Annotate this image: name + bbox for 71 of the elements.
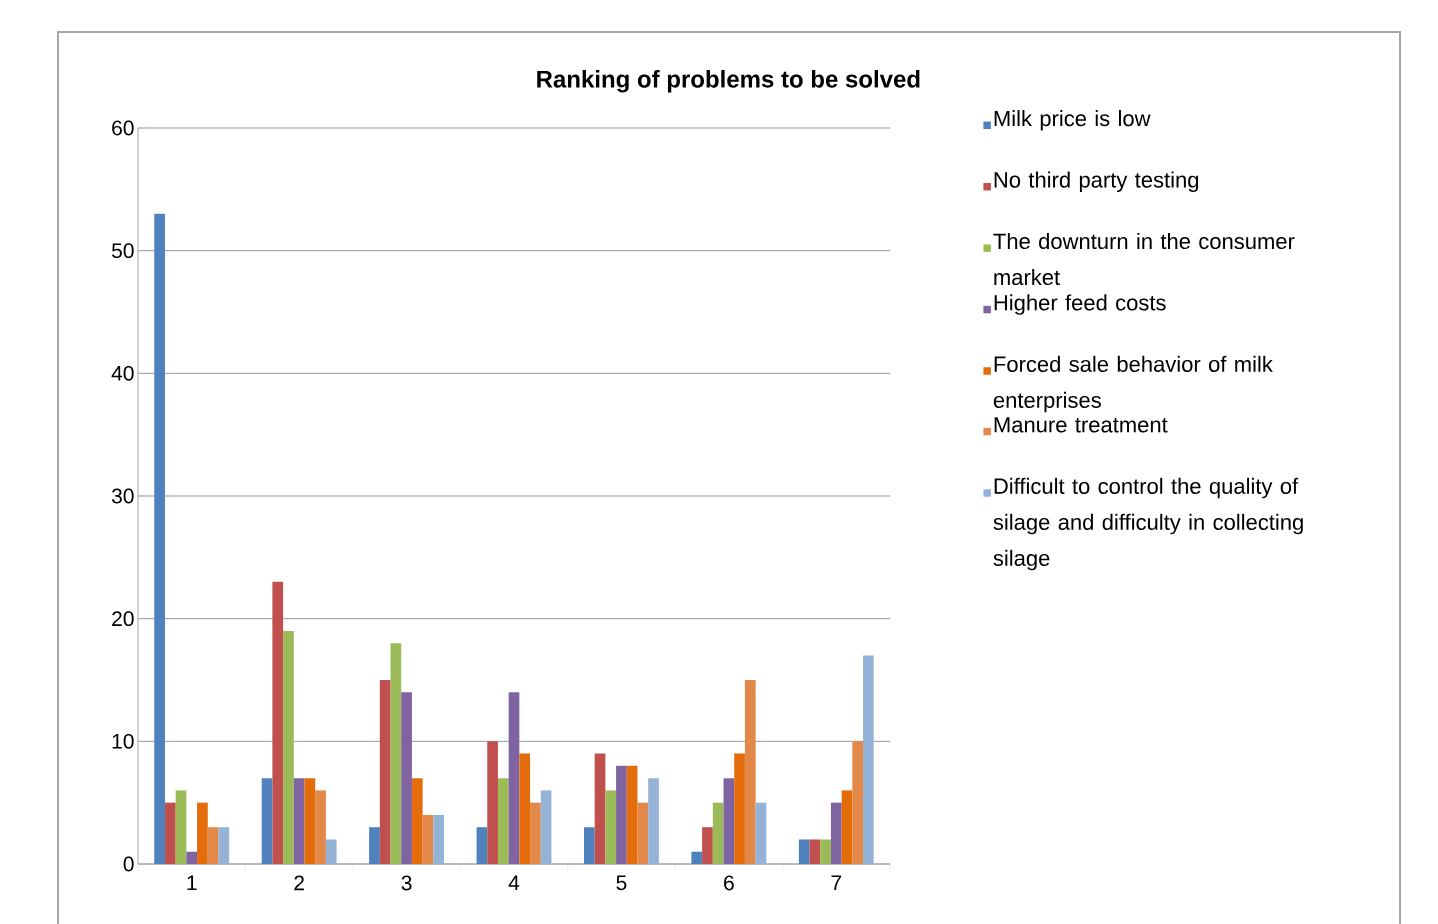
- bar: [540, 790, 552, 864]
- bar: [702, 827, 713, 864]
- bar: [175, 790, 187, 864]
- legend-label: Milk price is low: [994, 110, 1151, 131]
- bar: [583, 827, 595, 864]
- bar: [325, 839, 337, 864]
- x-tick-label: 4: [508, 875, 520, 890]
- bar: [691, 851, 703, 864]
- y-tick-label: 60: [112, 120, 134, 136]
- bar: [197, 802, 208, 864]
- bar: [809, 839, 821, 864]
- chart-title: Ranking of problems to be solved: [537, 70, 920, 93]
- bar: [476, 827, 488, 864]
- legend-label: No third party testing: [994, 171, 1199, 193]
- bar: [304, 778, 316, 864]
- bar: [433, 814, 445, 864]
- x-tick-label: 6: [724, 875, 734, 891]
- x-tick-label: 7: [831, 875, 842, 890]
- bar: [723, 778, 735, 864]
- bar: [369, 827, 380, 864]
- bar: [272, 581, 284, 864]
- bar: [744, 680, 756, 864]
- y-tick-label: 10: [112, 733, 134, 749]
- bar: [411, 778, 423, 864]
- y-tick-label: 40: [111, 365, 134, 381]
- bar: [401, 692, 412, 864]
- y-tick-label: 50: [111, 243, 134, 259]
- bar: [422, 814, 434, 864]
- bar: [712, 802, 724, 864]
- bar: [186, 851, 198, 864]
- legend-label: Difficult to control the quality of silage and difficulty in collecting silage: [993, 477, 1303, 571]
- bar: [798, 839, 810, 864]
- bar: [293, 778, 305, 864]
- bar: [626, 765, 638, 864]
- bar: [508, 692, 520, 864]
- y-tick-label: 0: [123, 856, 134, 872]
- y-tick-label: 20: [112, 611, 134, 627]
- x-tick-label: 1: [187, 875, 197, 890]
- x-tick-label: 5: [616, 875, 627, 891]
- bar: [487, 741, 498, 864]
- bar: [379, 680, 391, 864]
- bar: [852, 741, 864, 864]
- legend-label: Manure treatment: [994, 417, 1168, 433]
- bar: [830, 802, 842, 864]
- y-tick-label: 30: [111, 488, 134, 504]
- legend-label: The downturn in the consumer market: [993, 232, 1295, 286]
- bar: [207, 827, 219, 864]
- bar: [164, 802, 176, 864]
- bar: [154, 213, 165, 864]
- bar: [616, 765, 627, 864]
- x-tick-label: 3: [401, 875, 412, 891]
- bar: [218, 827, 230, 864]
- bar: [648, 778, 659, 864]
- bar: [863, 655, 874, 864]
- bar: [261, 778, 273, 864]
- bar: [637, 802, 649, 864]
- bar: [390, 643, 402, 864]
- x-tick-label: 2: [294, 875, 304, 891]
- bar: [755, 802, 767, 864]
- bar: [519, 753, 531, 864]
- bar: [497, 778, 509, 864]
- bar: [283, 630, 294, 864]
- legend-label: Forced sale behavior of milk enterprises: [993, 355, 1273, 413]
- bar: [594, 753, 606, 864]
- bar: [605, 790, 617, 864]
- legend-label: Higher feed costs: [994, 294, 1166, 315]
- bar: [734, 753, 745, 864]
- bar: [315, 790, 326, 864]
- bar: [841, 790, 853, 864]
- bar: [530, 802, 541, 864]
- bar: [820, 839, 831, 864]
